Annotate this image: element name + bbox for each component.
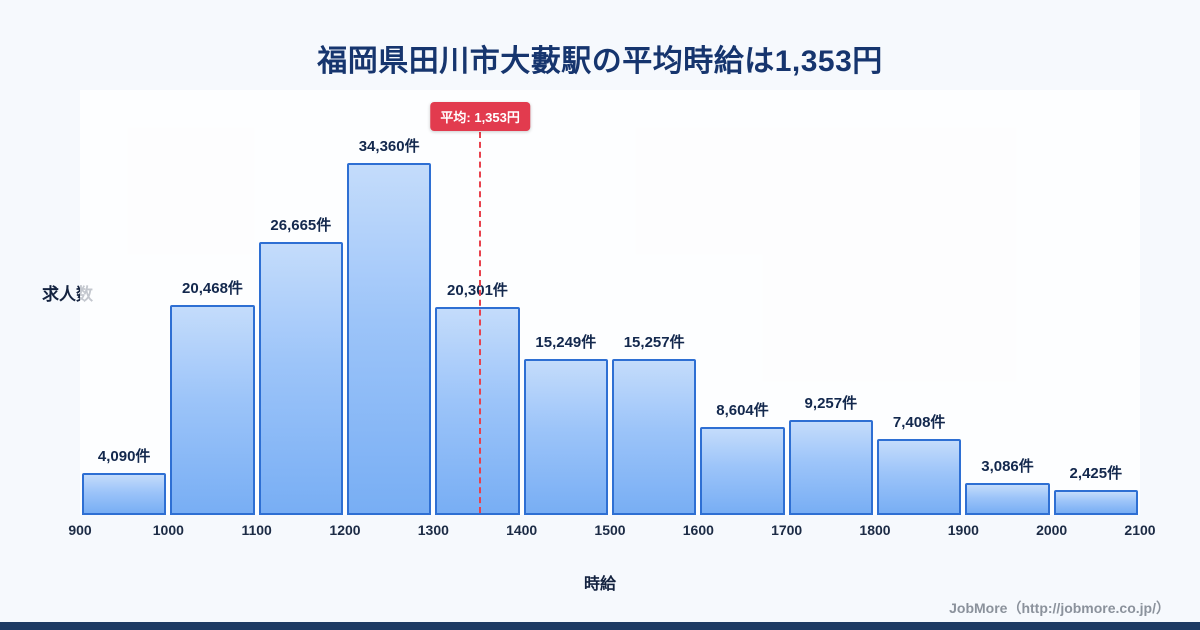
bar: [788, 420, 873, 515]
chart-title: 福岡県田川市大藪駅の平均時給は1,353円: [317, 45, 883, 78]
x-tick-label: 1300: [417, 522, 449, 538]
bar-value-label: 15,257件: [623, 333, 685, 351]
x-tick-label: 1500: [594, 522, 626, 538]
bar-value-label: 26,665件: [270, 216, 332, 234]
x-tick-label: 1800: [859, 522, 891, 538]
footer-credit: JobMore（http://jobmore.co.jp/）: [949, 600, 1170, 616]
bar: [523, 358, 608, 515]
x-tick-label: 2000: [1036, 522, 1068, 538]
x-tick-label: 1000: [152, 522, 184, 538]
x-tick-label: 1700: [771, 522, 803, 538]
x-ticks: 900 1000 1100 1200 1300 1400 1500 1600 1700 1800 1…: [68, 522, 1155, 542]
average-line: [479, 132, 482, 513]
bar-value-label: 4,090件: [97, 448, 151, 466]
x-tick-label: 1900: [947, 522, 979, 538]
bar-value-label: 20,301件: [447, 282, 508, 300]
bar: [170, 305, 255, 515]
bar-value-label: 34,360件: [358, 138, 420, 155]
bar: [965, 483, 1050, 515]
bar: [1053, 490, 1138, 515]
bar-value-label: 7,408件: [892, 414, 946, 432]
x-tick-label: 1100: [241, 522, 272, 538]
bar-value-label: 3,086件: [981, 458, 1034, 476]
bar: [612, 358, 697, 515]
bottom-strip: [0, 622, 1200, 630]
bar: [435, 307, 520, 515]
plot-area: 平均: 1,353円 4,090件 20,468件 26,665件 34,360件 20…: [80, 90, 1140, 515]
bar: [877, 439, 962, 515]
bar-value-label: 15,249件: [535, 333, 597, 351]
bar-value-label: 8,604件: [716, 401, 769, 419]
bar-value-label: 20,468件: [182, 280, 243, 298]
bar-value-label: 2,425件: [1069, 465, 1123, 483]
x-axis-label: 時給: [583, 576, 616, 593]
x-tick-label: 900: [68, 522, 92, 538]
bar-value-label: 9,257件: [804, 395, 858, 413]
x-tick-label: 2100: [1124, 522, 1156, 538]
bar: [347, 163, 432, 515]
bar: [82, 473, 167, 515]
average-badge: 平均: 1,353円: [430, 102, 530, 131]
x-tick-label: 1200: [329, 522, 361, 538]
x-tick-label: 1400: [506, 522, 538, 538]
bar: [258, 241, 343, 515]
bar: [700, 426, 785, 515]
x-tick-label: 1600: [682, 522, 714, 538]
